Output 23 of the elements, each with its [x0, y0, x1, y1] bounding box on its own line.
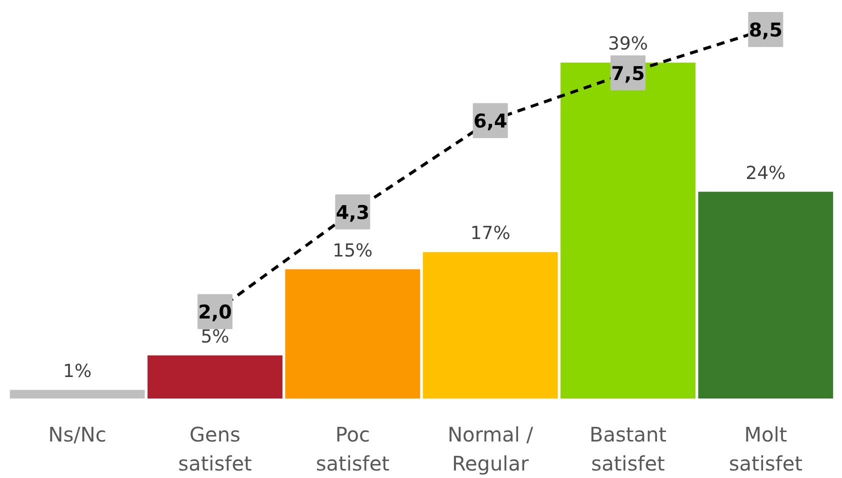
data-label: 15% — [332, 240, 373, 262]
x-tick-label: Normal / Regular — [448, 422, 534, 476]
bar — [560, 62, 696, 398]
data-label: 24% — [746, 162, 786, 184]
x-tick-label: Poc satisfet — [316, 422, 390, 476]
x-tick-label: Gens satisfet — [178, 422, 252, 476]
x-tick-label: Ns/Nc — [48, 422, 106, 446]
bar — [285, 269, 420, 398]
x-tick-label: Bastant satisfet — [589, 422, 667, 476]
data-label: 7,5 — [611, 62, 645, 85]
data-label: 8,5 — [748, 19, 783, 42]
bar — [422, 252, 558, 398]
bar — [698, 192, 834, 398]
x-tick-label: Molt satisfet — [728, 422, 803, 476]
data-label: 39% — [608, 34, 648, 55]
bar — [10, 390, 145, 398]
data-label: 4,3 — [336, 202, 370, 224]
data-label: 2,0 — [198, 302, 232, 324]
data-label: 17% — [470, 223, 510, 244]
data-label: 6,4 — [474, 110, 508, 133]
data-label: 5% — [200, 326, 230, 348]
bar — [148, 355, 282, 398]
data-label: 1% — [63, 360, 92, 382]
